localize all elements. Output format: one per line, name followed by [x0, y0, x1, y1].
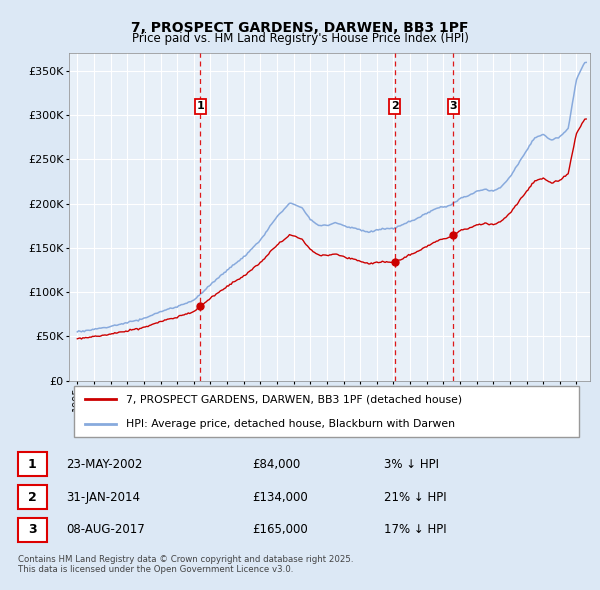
FancyBboxPatch shape: [74, 386, 580, 437]
FancyBboxPatch shape: [18, 485, 47, 509]
FancyBboxPatch shape: [18, 518, 47, 542]
Text: 3: 3: [449, 101, 457, 111]
Text: 23-MAY-2002: 23-MAY-2002: [66, 458, 142, 471]
Text: 17% ↓ HPI: 17% ↓ HPI: [384, 523, 446, 536]
Text: £134,000: £134,000: [252, 490, 308, 504]
FancyBboxPatch shape: [18, 453, 47, 476]
Text: Price paid vs. HM Land Registry's House Price Index (HPI): Price paid vs. HM Land Registry's House …: [131, 32, 469, 45]
Text: 3: 3: [28, 523, 37, 536]
Text: 2: 2: [28, 490, 37, 504]
Text: 3% ↓ HPI: 3% ↓ HPI: [384, 458, 439, 471]
FancyBboxPatch shape: [389, 99, 400, 114]
Text: 2: 2: [391, 101, 398, 111]
Text: £165,000: £165,000: [252, 523, 308, 536]
Text: 7, PROSPECT GARDENS, DARWEN, BB3 1PF: 7, PROSPECT GARDENS, DARWEN, BB3 1PF: [131, 21, 469, 35]
FancyBboxPatch shape: [448, 99, 459, 114]
Text: 08-AUG-2017: 08-AUG-2017: [66, 523, 145, 536]
Text: £84,000: £84,000: [252, 458, 300, 471]
Text: 21% ↓ HPI: 21% ↓ HPI: [384, 490, 446, 504]
Text: 1: 1: [28, 458, 37, 471]
Text: 7, PROSPECT GARDENS, DARWEN, BB3 1PF (detached house): 7, PROSPECT GARDENS, DARWEN, BB3 1PF (de…: [126, 394, 463, 404]
Text: 31-JAN-2014: 31-JAN-2014: [66, 490, 140, 504]
Text: Contains HM Land Registry data © Crown copyright and database right 2025.
This d: Contains HM Land Registry data © Crown c…: [18, 555, 353, 574]
FancyBboxPatch shape: [195, 99, 206, 114]
Text: HPI: Average price, detached house, Blackburn with Darwen: HPI: Average price, detached house, Blac…: [126, 419, 455, 429]
Text: 1: 1: [196, 101, 204, 111]
